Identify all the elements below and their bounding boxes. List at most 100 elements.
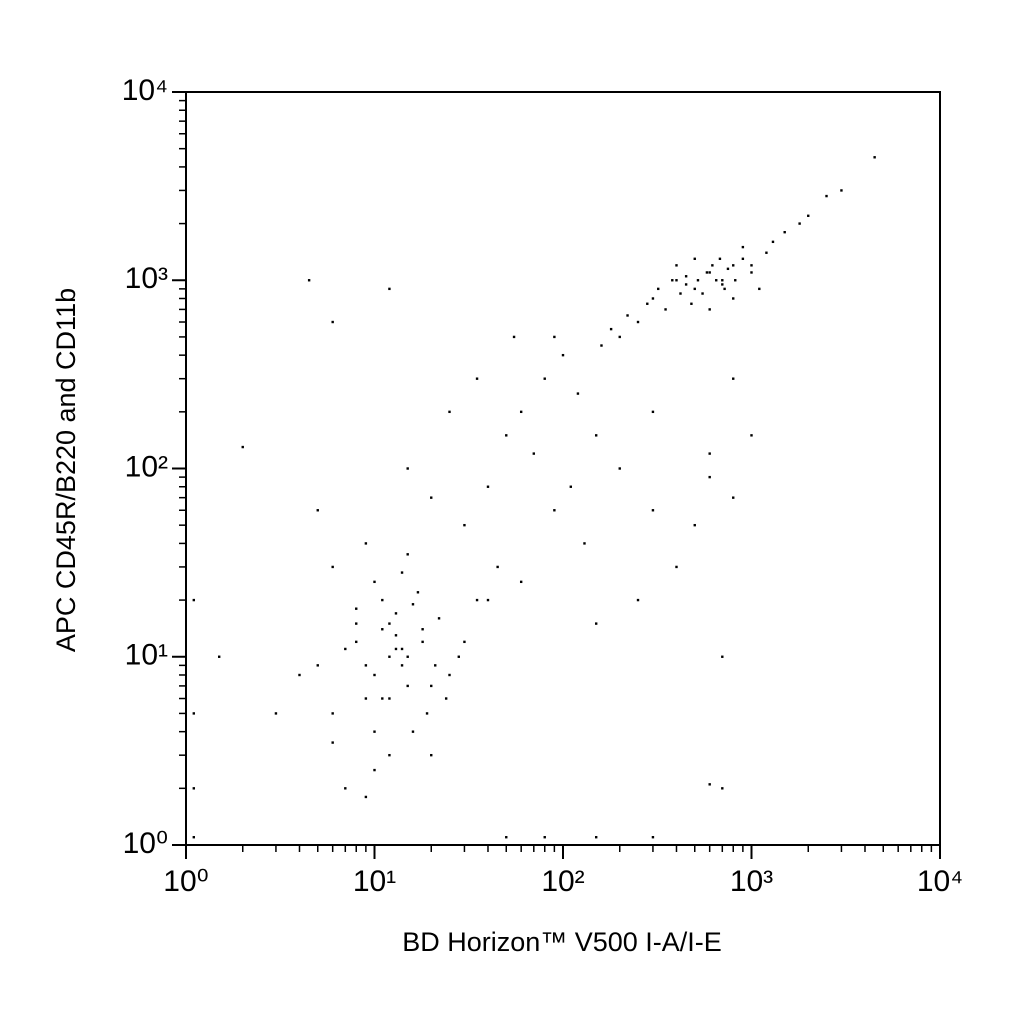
event-dot bbox=[463, 523, 466, 527]
event-dot bbox=[406, 467, 409, 470]
event-dot bbox=[840, 189, 843, 192]
event-dot bbox=[734, 279, 737, 282]
event-dot bbox=[437, 617, 441, 620]
event-dot bbox=[388, 697, 391, 700]
x-tick-label: 10⁰ bbox=[163, 865, 208, 898]
event-dot bbox=[331, 712, 334, 715]
event-dot bbox=[373, 580, 376, 584]
event-dot bbox=[274, 712, 278, 715]
event-dot bbox=[618, 335, 621, 339]
y-tick-label: 10¹ bbox=[125, 639, 168, 672]
event-dot bbox=[457, 655, 460, 658]
event-dot bbox=[400, 664, 404, 667]
event-dot bbox=[750, 264, 753, 267]
event-dot bbox=[381, 628, 384, 631]
event-dot bbox=[388, 655, 391, 658]
event-dot bbox=[416, 591, 420, 594]
x-tick-label: 10¹ bbox=[353, 865, 396, 898]
plot-frame bbox=[185, 91, 941, 846]
event-dot bbox=[425, 712, 429, 715]
event-dot bbox=[331, 565, 334, 569]
event-dot bbox=[715, 279, 718, 282]
event-dot bbox=[373, 673, 376, 677]
event-dot bbox=[771, 240, 775, 244]
event-dot bbox=[316, 664, 319, 667]
event-dot bbox=[561, 353, 565, 357]
event-dot bbox=[600, 344, 603, 347]
event-dot bbox=[693, 257, 696, 261]
event-dot bbox=[732, 496, 735, 499]
event-dot bbox=[618, 467, 621, 470]
event-dot bbox=[708, 783, 711, 786]
event-dot bbox=[400, 571, 404, 574]
event-dot bbox=[316, 509, 319, 512]
event-dot bbox=[475, 598, 479, 602]
event-dot bbox=[553, 509, 556, 512]
event-dot bbox=[723, 287, 726, 291]
event-dot bbox=[388, 753, 391, 757]
event-dot bbox=[394, 647, 398, 651]
event-dot bbox=[594, 622, 598, 625]
event-dot bbox=[721, 787, 724, 790]
event-dot bbox=[684, 275, 688, 278]
event-dot bbox=[741, 257, 745, 261]
event-dot bbox=[241, 445, 244, 449]
event-dot bbox=[421, 640, 424, 644]
event-dot bbox=[718, 257, 722, 261]
event-dot bbox=[448, 673, 451, 677]
event-dot bbox=[576, 392, 580, 395]
event-dot bbox=[758, 287, 761, 291]
event-dot bbox=[344, 647, 347, 651]
event-dot bbox=[192, 712, 196, 715]
event-dot bbox=[519, 410, 523, 414]
event-dot bbox=[675, 279, 678, 282]
event-dot bbox=[381, 598, 384, 602]
event-dot bbox=[651, 410, 655, 414]
event-dot bbox=[690, 302, 693, 305]
event-dot bbox=[430, 753, 433, 757]
event-dot bbox=[444, 697, 448, 700]
event-dot bbox=[873, 156, 876, 159]
event-dot bbox=[388, 622, 391, 625]
y-axis-title: APC CD45R/B220 and CD11b bbox=[51, 288, 81, 652]
event-dot bbox=[732, 264, 735, 267]
event-dot bbox=[192, 836, 196, 839]
event-dot bbox=[798, 222, 801, 225]
event-dot bbox=[732, 377, 735, 380]
event-dot bbox=[594, 836, 598, 839]
event-dot bbox=[406, 684, 409, 688]
event-dot bbox=[693, 287, 696, 291]
event-dot bbox=[307, 279, 311, 282]
event-dot bbox=[381, 697, 384, 700]
y-tick-label: 10⁰ bbox=[123, 827, 168, 860]
event-dot bbox=[364, 697, 368, 700]
event-dot bbox=[364, 795, 368, 799]
event-dot bbox=[394, 612, 398, 615]
event-dot bbox=[569, 485, 573, 488]
event-dot bbox=[434, 664, 437, 667]
event-dot bbox=[721, 655, 724, 658]
event-dot bbox=[406, 655, 409, 658]
event-dot bbox=[394, 634, 398, 637]
event-dot bbox=[807, 214, 810, 217]
event-dot bbox=[373, 768, 376, 772]
event-dot bbox=[636, 598, 640, 602]
event-dot bbox=[732, 297, 735, 300]
event-dot bbox=[512, 335, 516, 339]
event-dot bbox=[430, 684, 433, 688]
event-dot bbox=[496, 565, 499, 569]
event-dot bbox=[684, 283, 688, 286]
x-tick-label: 10⁴ bbox=[917, 865, 963, 898]
event-dot bbox=[543, 836, 546, 839]
event-dot bbox=[671, 279, 674, 282]
event-dot bbox=[364, 542, 368, 545]
event-dot bbox=[721, 283, 724, 286]
y-tick-label: 10³ bbox=[125, 262, 168, 295]
x-axis-title: BD Horizon™ V500 I-A/I-E bbox=[402, 927, 722, 957]
event-dot bbox=[331, 320, 334, 324]
event-dot bbox=[626, 314, 629, 317]
event-dot bbox=[651, 297, 655, 300]
x-tick-label: 10³ bbox=[730, 865, 773, 898]
event-dot bbox=[344, 787, 347, 790]
